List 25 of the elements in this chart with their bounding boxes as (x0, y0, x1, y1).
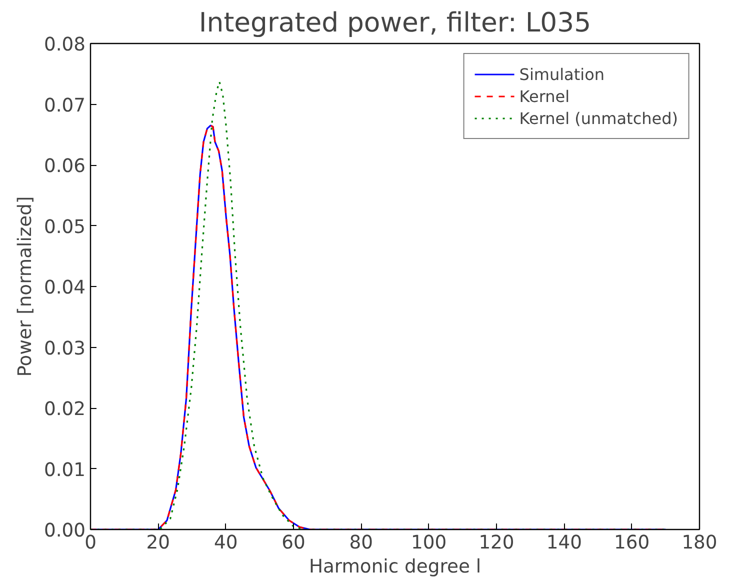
x-tick-label: 40 (214, 532, 238, 554)
x-tick-label: 80 (349, 532, 374, 554)
y-tick-label: 0.05 (44, 216, 86, 238)
x-tick-label: 20 (146, 532, 170, 554)
x-axis-title: Harmonic degree l (308, 556, 482, 578)
x-tick-label: 60 (282, 532, 306, 554)
y-tick-label: 0.00 (44, 520, 86, 542)
y-tick-label: 0.02 (44, 399, 86, 420)
y-tick-label: 0.07 (44, 95, 86, 116)
legend-label: Kernel (519, 86, 570, 106)
y-tick-label: 0.03 (44, 338, 86, 360)
x-tick-label: 140 (546, 532, 582, 554)
y-tick-label: 0.06 (44, 156, 86, 177)
x-tick-label: 180 (682, 532, 718, 554)
x-tick-label: 120 (478, 532, 514, 554)
y-tick-label: 0.01 (44, 460, 86, 481)
legend-label: Simulation (519, 64, 605, 84)
x-tick-label: 160 (614, 532, 650, 554)
legend-label: Kernel (unmatched) (519, 108, 678, 128)
x-tick-label: 0 (84, 532, 96, 554)
chart-title: Integrated power, filter: L035 (198, 8, 592, 38)
x-tick-label: 100 (411, 532, 447, 554)
y-tick-label: 0.08 (44, 34, 86, 56)
y-axis-title: Power [normalized] (14, 196, 36, 377)
y-tick-label: 0.04 (44, 278, 86, 298)
